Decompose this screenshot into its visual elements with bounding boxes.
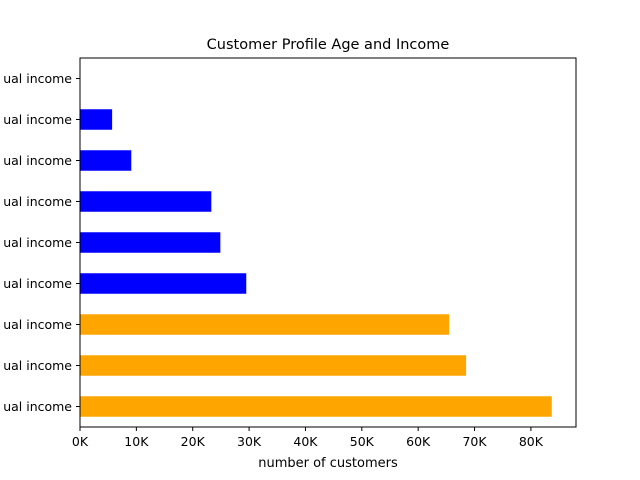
bar-2 [80, 150, 132, 171]
y-tick-label-6: ual income [3, 317, 72, 332]
y-tick-label-1: ual income [3, 112, 72, 127]
y-tick-label-4: ual income [3, 235, 72, 250]
x-tick-label-4: 40K [293, 434, 318, 449]
x-axis-label: number of customers [258, 456, 398, 471]
x-tick-label-5: 50K [350, 434, 375, 449]
bar-1 [80, 109, 113, 130]
bars-group [80, 109, 552, 417]
plot-frame [79, 57, 577, 428]
bar-3 [80, 191, 212, 212]
x-tick-label-7: 70K [462, 434, 487, 449]
y-tick-label-3: ual income [3, 194, 72, 209]
y-tick-label-8: ual income [3, 399, 72, 414]
x-axis: 0K 10K 20K 30K 40K 50K 60K 70K 80K [72, 427, 544, 449]
x-tick-label-3: 30K [237, 434, 262, 449]
y-tick-label-0: ual income [3, 71, 72, 86]
y-tick-label-7: ual income [3, 358, 72, 373]
x-tick-label-2: 20K [181, 434, 206, 449]
y-axis: ual income ual income ual income ual income… [3, 71, 80, 414]
bar-7 [80, 355, 467, 376]
y-tick-label-2: ual income [3, 153, 72, 168]
x-tick-label-0: 0K [72, 434, 89, 449]
bar-5 [80, 273, 247, 294]
bar-6 [80, 314, 450, 335]
bar-4 [80, 232, 221, 253]
x-tick-label-6: 60K [406, 434, 431, 449]
chart-title: Customer Profile Age and Income [207, 37, 450, 53]
bar-8 [80, 396, 552, 417]
x-tick-label-1: 10K [124, 434, 149, 449]
x-tick-label-8: 80K [519, 434, 544, 449]
y-tick-label-5: ual income [3, 276, 72, 291]
